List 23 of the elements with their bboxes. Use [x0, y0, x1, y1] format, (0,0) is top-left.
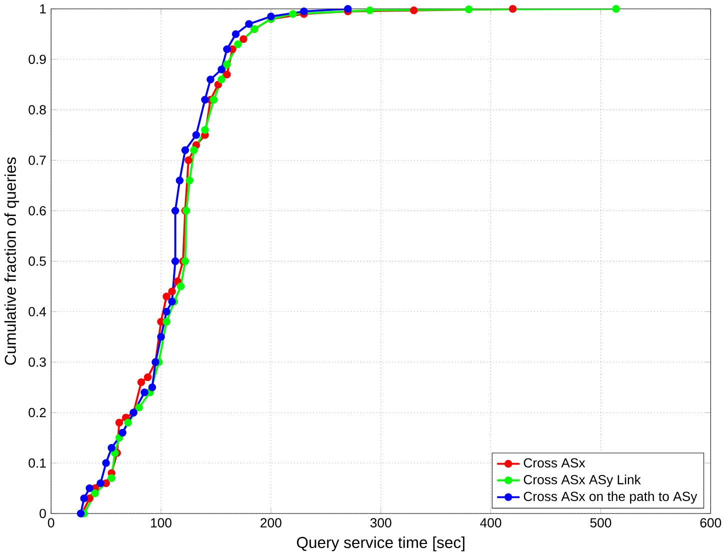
- x-tick-label: 600: [700, 518, 722, 528]
- legend-label: Cross ASx ASy Link: [524, 474, 641, 488]
- y-tick-label: 0.9: [28, 54, 46, 64]
- y-tick-label: 0.4: [28, 307, 46, 317]
- y-tick-label: 0.7: [28, 156, 46, 166]
- y-tick-label: 1: [40, 4, 46, 14]
- y-axis-title: Cumulative fraction of queries: [4, 158, 20, 366]
- x-tick-label: 100: [151, 518, 172, 528]
- y-tick-label: 0.3: [28, 358, 46, 367]
- y-tick-label: 0.6: [28, 206, 46, 216]
- y-tick-label: 0.8: [28, 105, 46, 115]
- y-tick-label: 0.5: [28, 256, 46, 266]
- x-tick-label: 200: [260, 518, 282, 528]
- x-axis-title: Query service time [sec]: [296, 536, 464, 552]
- x-tick-label: 300: [370, 518, 392, 528]
- y-tick-label: 0: [40, 509, 46, 518]
- x-tick-label: 400: [480, 518, 502, 528]
- y-tick-label: 0.1: [28, 458, 46, 468]
- x-tick-label: 0: [48, 518, 54, 528]
- legend-label: Cross ASx on the path to ASy: [524, 492, 698, 504]
- legend-label: Cross ASx: [524, 458, 586, 468]
- y-tick-label: 0.2: [28, 408, 46, 418]
- x-tick-label: 500: [590, 518, 612, 528]
